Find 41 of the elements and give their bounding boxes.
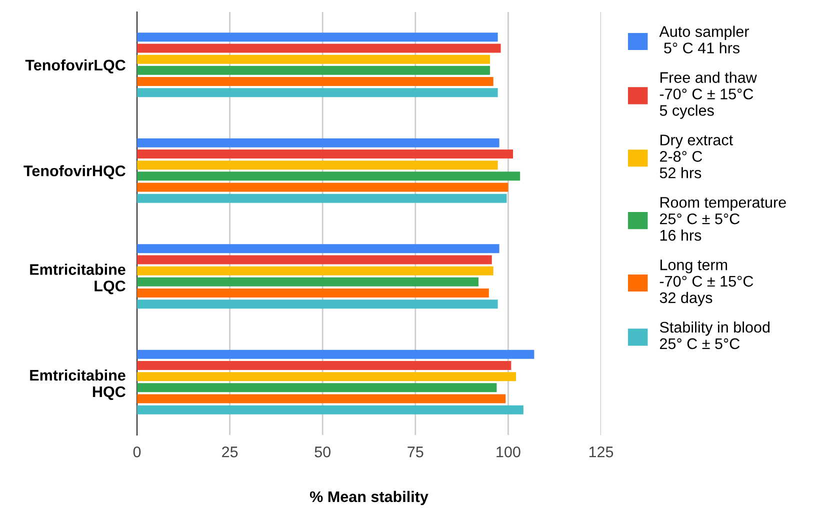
x-tick-label: 25	[222, 446, 238, 458]
bar	[137, 383, 497, 392]
bar	[137, 160, 498, 170]
bar	[137, 266, 494, 276]
bar	[137, 138, 500, 148]
x-tick-label: 75	[408, 446, 424, 458]
x-tick-label: 125	[589, 446, 614, 458]
y-tick-label: Emtricitabine HQC	[30, 369, 126, 400]
y-tick-label: TenofovirHQC	[24, 165, 126, 180]
bar	[137, 350, 534, 359]
legend-label: Dry extract 2-8° C 52 hrs	[660, 134, 733, 178]
bar	[137, 182, 508, 192]
bar	[137, 194, 507, 203]
bar	[137, 288, 489, 298]
bar	[137, 394, 506, 404]
bar	[137, 172, 520, 181]
bar	[137, 244, 500, 254]
x-axis-title: % Mean stability	[310, 490, 428, 506]
legend-label: Room temperature 25° C ± 5°C 16 hrs	[660, 197, 786, 241]
bar	[137, 372, 516, 382]
bar	[137, 277, 479, 286]
bar	[137, 32, 498, 42]
bar	[137, 44, 501, 53]
y-tick-label: TenofovirLQC	[25, 59, 126, 74]
legend-label: Stability in blood 25° C ± 5°C	[660, 321, 770, 350]
x-tick-label: 50	[314, 446, 330, 458]
legend-label: Auto sampler 5° C 41 hrs	[659, 26, 749, 54]
x-tick-label: 0	[133, 446, 141, 458]
y-tick-label: Emtricitabine LQC	[30, 264, 126, 294]
legend-label: Free and thaw -70° C ± 15°C 5 cycles	[660, 72, 757, 119]
bar	[137, 66, 490, 75]
bar	[137, 405, 524, 414]
bar	[137, 300, 498, 309]
bar	[137, 77, 494, 86]
legend-label: Long term -70° C ± 15°C 32 days	[660, 260, 754, 306]
bar	[137, 360, 512, 370]
bar	[137, 54, 490, 64]
bar	[137, 149, 514, 158]
bar	[137, 88, 498, 98]
bar	[137, 255, 492, 264]
x-tick-label: 100	[496, 446, 520, 458]
